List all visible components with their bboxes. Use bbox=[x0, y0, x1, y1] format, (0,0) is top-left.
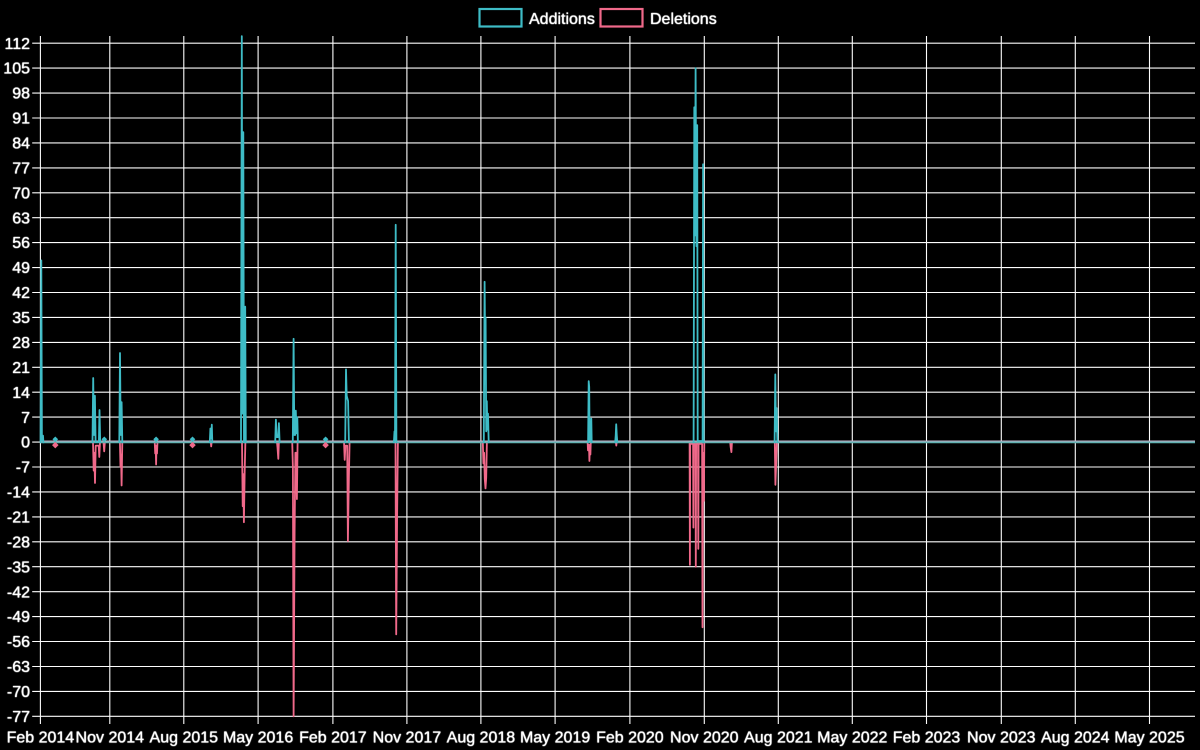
svg-text:Additions: Additions bbox=[529, 11, 595, 28]
svg-text:98: 98 bbox=[12, 86, 30, 103]
svg-text:105: 105 bbox=[3, 61, 30, 78]
svg-text:77: 77 bbox=[12, 161, 30, 178]
svg-text:Deletions: Deletions bbox=[650, 11, 717, 28]
svg-text:7: 7 bbox=[21, 410, 30, 427]
svg-text:Aug 2018: Aug 2018 bbox=[447, 730, 516, 747]
svg-text:-21: -21 bbox=[7, 510, 30, 527]
svg-text:-49: -49 bbox=[7, 609, 30, 626]
svg-text:35: 35 bbox=[12, 310, 30, 327]
svg-text:Aug 2024: Aug 2024 bbox=[1041, 730, 1110, 747]
svg-text:Feb 2020: Feb 2020 bbox=[596, 730, 664, 747]
svg-text:-56: -56 bbox=[7, 634, 30, 651]
svg-text:28: 28 bbox=[12, 335, 30, 352]
svg-text:21: 21 bbox=[12, 360, 30, 377]
svg-text:Aug 2021: Aug 2021 bbox=[744, 730, 813, 747]
svg-text:Aug 2015: Aug 2015 bbox=[150, 730, 219, 747]
svg-text:Nov 2020: Nov 2020 bbox=[670, 730, 739, 747]
svg-text:91: 91 bbox=[12, 111, 30, 128]
svg-text:Feb 2017: Feb 2017 bbox=[299, 730, 367, 747]
svg-text:49: 49 bbox=[12, 260, 30, 277]
svg-text:-7: -7 bbox=[16, 460, 30, 477]
svg-text:0: 0 bbox=[21, 435, 30, 452]
svg-text:-70: -70 bbox=[7, 684, 30, 701]
svg-text:-63: -63 bbox=[7, 659, 30, 676]
svg-text:-42: -42 bbox=[7, 584, 30, 601]
svg-text:14: 14 bbox=[12, 385, 30, 402]
svg-text:Nov 2014: Nov 2014 bbox=[76, 730, 145, 747]
svg-text:Nov 2023: Nov 2023 bbox=[967, 730, 1036, 747]
svg-text:84: 84 bbox=[12, 136, 30, 153]
svg-text:42: 42 bbox=[12, 285, 30, 302]
svg-text:-35: -35 bbox=[7, 559, 30, 576]
svg-text:Feb 2023: Feb 2023 bbox=[893, 730, 961, 747]
svg-text:63: 63 bbox=[12, 210, 30, 227]
svg-text:May 2025: May 2025 bbox=[1114, 730, 1184, 747]
svg-text:-14: -14 bbox=[7, 485, 30, 502]
svg-text:56: 56 bbox=[12, 235, 30, 252]
svg-text:-28: -28 bbox=[7, 534, 30, 551]
svg-text:May 2022: May 2022 bbox=[817, 730, 887, 747]
svg-text:70: 70 bbox=[12, 185, 30, 202]
svg-text:Feb 2014: Feb 2014 bbox=[7, 730, 75, 747]
svg-text:May 2019: May 2019 bbox=[520, 730, 590, 747]
svg-text:Nov 2017: Nov 2017 bbox=[373, 730, 442, 747]
svg-text:112: 112 bbox=[4, 36, 30, 53]
svg-text:-77: -77 bbox=[7, 709, 30, 726]
svg-text:May 2016: May 2016 bbox=[223, 730, 293, 747]
